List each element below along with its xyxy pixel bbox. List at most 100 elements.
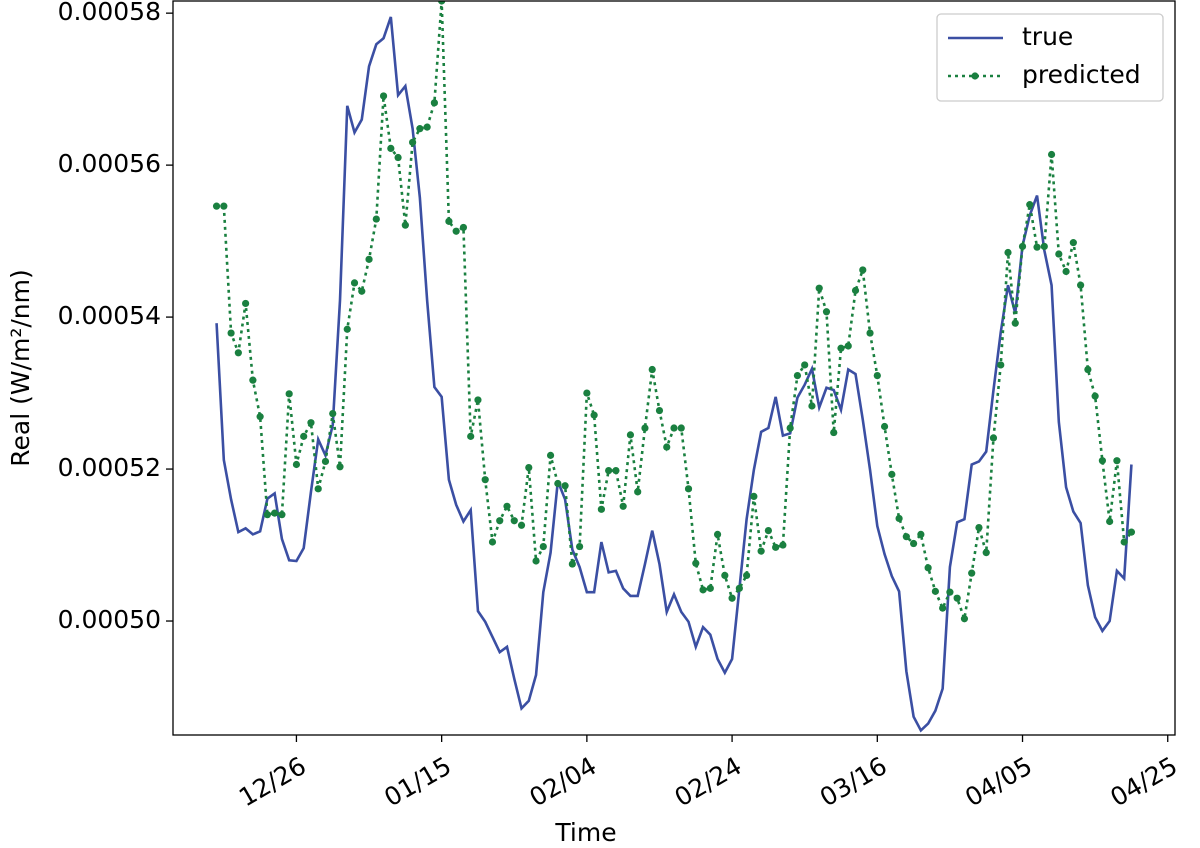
- point: [888, 470, 896, 478]
- point: [989, 434, 998, 442]
- point: [699, 586, 707, 594]
- point: [1062, 267, 1070, 276]
- point: [532, 557, 540, 565]
- point: [895, 514, 903, 523]
- point: [597, 505, 605, 513]
- x-tick-label: 04/25: [1105, 751, 1182, 812]
- point: [220, 202, 228, 210]
- point: [902, 533, 910, 541]
- point: [692, 559, 700, 567]
- point: [256, 413, 264, 421]
- point: [212, 202, 221, 210]
- point: [307, 419, 315, 427]
- point: [982, 549, 990, 557]
- point: [539, 542, 547, 551]
- point: [953, 594, 961, 602]
- point: [830, 428, 838, 437]
- point: [808, 402, 816, 410]
- point: [263, 511, 271, 519]
- point: [1018, 242, 1027, 251]
- y-axis-label: Real (W/m²/nm): [6, 269, 35, 467]
- plot-area: [212, 1, 1136, 733]
- point: [343, 325, 351, 333]
- point: [779, 541, 787, 549]
- point: [401, 221, 409, 229]
- legend-marker: [971, 72, 979, 80]
- point: [713, 530, 722, 539]
- point: [735, 584, 743, 592]
- point: [227, 329, 235, 337]
- point: [822, 308, 831, 316]
- point: [975, 523, 983, 532]
- point: [619, 502, 627, 510]
- point: [590, 411, 598, 419]
- point: [910, 539, 918, 548]
- x-tick-label: 04/05: [960, 751, 1037, 812]
- x-tick-label: 03/16: [815, 751, 892, 812]
- point: [815, 284, 823, 292]
- point: [670, 424, 678, 432]
- point: [242, 299, 250, 308]
- point: [336, 463, 344, 471]
- point: [866, 329, 874, 337]
- point: [917, 530, 925, 539]
- y-tick-label: 0.00050: [58, 605, 161, 634]
- point: [488, 538, 497, 546]
- point: [663, 443, 671, 451]
- point: [1127, 528, 1136, 536]
- point: [757, 547, 765, 555]
- point: [372, 215, 380, 223]
- point: [946, 588, 954, 596]
- point: [394, 153, 402, 162]
- point: [576, 542, 584, 551]
- y-tick-label: 0.00052: [58, 453, 161, 482]
- point: [459, 223, 468, 232]
- legend-label: predicted: [1022, 60, 1141, 89]
- y-tick-label: 0.00058: [58, 0, 161, 26]
- point: [496, 517, 504, 525]
- y-tick-label: 0.00056: [58, 149, 161, 178]
- point: [1011, 319, 1019, 327]
- point: [445, 217, 453, 225]
- point: [438, 1, 446, 5]
- axes-frame: [172, 0, 1176, 736]
- point: [968, 569, 976, 577]
- point: [1047, 150, 1056, 159]
- point: [423, 123, 431, 131]
- point: [554, 479, 562, 488]
- point: [271, 509, 279, 517]
- point: [1084, 365, 1092, 374]
- point: [430, 99, 438, 107]
- x-tick-label: 01/15: [379, 751, 456, 812]
- legend: true predicted: [936, 13, 1164, 102]
- point: [743, 571, 751, 580]
- point: [321, 457, 330, 466]
- point: [648, 365, 656, 374]
- x-tick-label: 02/04: [524, 751, 601, 812]
- y-tick-label: 0.00054: [58, 301, 161, 330]
- point: [844, 342, 852, 350]
- point: [416, 125, 424, 133]
- point: [960, 615, 969, 623]
- point: [605, 466, 613, 475]
- point: [612, 466, 620, 475]
- point: [583, 389, 591, 397]
- point: [677, 424, 685, 432]
- point: [764, 527, 772, 535]
- point: [510, 517, 518, 525]
- point: [292, 460, 301, 469]
- point: [1040, 242, 1048, 251]
- point: [772, 543, 780, 551]
- x-tick-label: 02/24: [670, 751, 747, 812]
- point: [481, 476, 489, 484]
- point: [379, 92, 388, 100]
- point: [1120, 538, 1128, 546]
- point: [467, 432, 475, 440]
- x-axis-label: Time: [554, 818, 616, 847]
- point: [561, 482, 569, 490]
- point: [721, 571, 729, 580]
- point: [1033, 243, 1041, 251]
- legend-label: true: [1022, 22, 1073, 51]
- point: [1106, 517, 1114, 526]
